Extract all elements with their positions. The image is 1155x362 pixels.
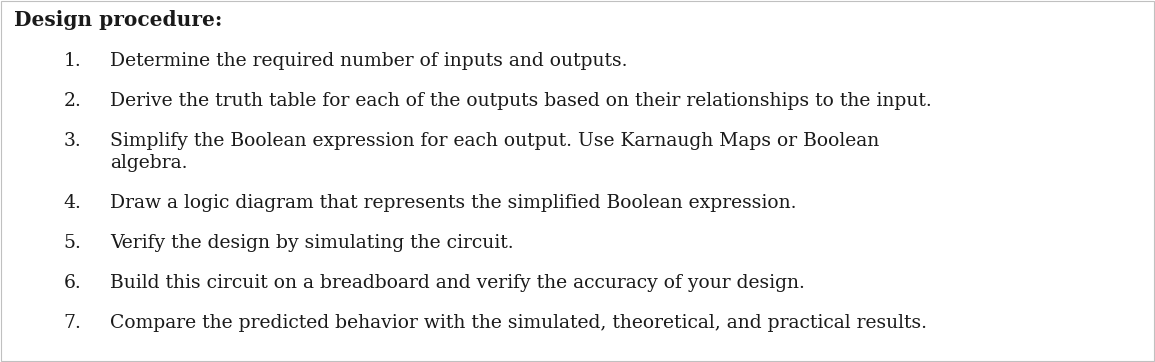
Text: Compare the predicted behavior with the simulated, theoretical, and practical re: Compare the predicted behavior with the …	[110, 314, 926, 332]
Text: 5.: 5.	[64, 234, 81, 252]
Text: Verify the design by simulating the circuit.: Verify the design by simulating the circ…	[110, 234, 513, 252]
Text: Draw a logic diagram that represents the simplified Boolean expression.: Draw a logic diagram that represents the…	[110, 194, 796, 212]
Text: 6.: 6.	[64, 274, 81, 292]
Text: 3.: 3.	[64, 132, 81, 150]
Text: Simplify the Boolean expression for each output. Use Karnaugh Maps or Boolean: Simplify the Boolean expression for each…	[110, 132, 879, 150]
Text: 1.: 1.	[64, 52, 81, 70]
Text: Determine the required number of inputs and outputs.: Determine the required number of inputs …	[110, 52, 627, 70]
Text: 4.: 4.	[64, 194, 81, 212]
Text: Design procedure:: Design procedure:	[14, 10, 222, 30]
Text: 2.: 2.	[64, 92, 81, 110]
Text: algebra.: algebra.	[110, 154, 187, 172]
Text: 7.: 7.	[64, 314, 81, 332]
Text: Build this circuit on a breadboard and verify the accuracy of your design.: Build this circuit on a breadboard and v…	[110, 274, 805, 292]
Text: Derive the truth table for each of the outputs based on their relationships to t: Derive the truth table for each of the o…	[110, 92, 931, 110]
